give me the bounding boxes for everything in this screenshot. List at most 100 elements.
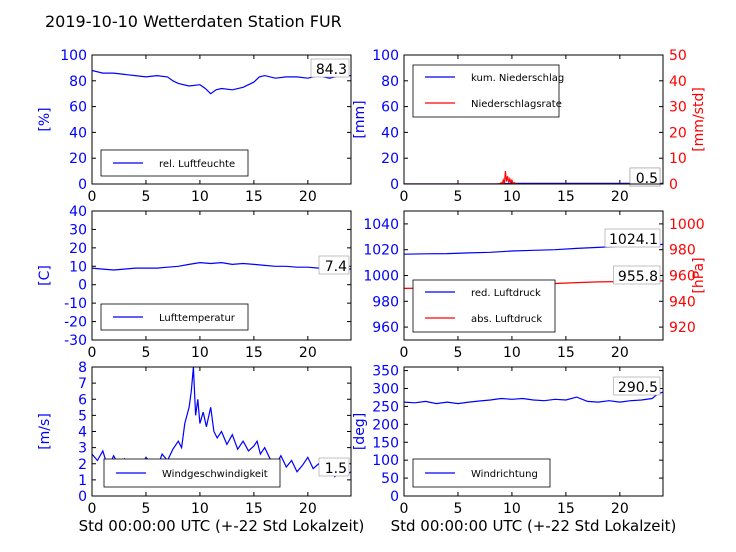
y-tick-label: -10 bbox=[64, 296, 87, 312]
y-tick-label: 10 bbox=[69, 259, 87, 275]
y-tick-label: 1020 bbox=[363, 243, 399, 259]
y-tick-label: 100 bbox=[372, 453, 399, 469]
x-tick-label: 5 bbox=[141, 501, 150, 517]
y-axis-label: [C] bbox=[37, 265, 53, 286]
current-value-label: 1.5 bbox=[325, 461, 347, 477]
legend-box bbox=[412, 279, 556, 333]
y-tick-label: 1040 bbox=[363, 217, 399, 233]
y-tick-label-right: 920 bbox=[669, 320, 696, 336]
y-tick-label: 50 bbox=[381, 471, 399, 487]
legend-label: red. Luftdruck bbox=[471, 288, 541, 299]
series-line-precipitation-1 bbox=[404, 171, 663, 184]
x-tick-label: 0 bbox=[400, 501, 409, 517]
x-tick-label: 10 bbox=[191, 501, 209, 517]
y-tick-label-right: 1000 bbox=[669, 217, 705, 233]
x-tick-label: 5 bbox=[453, 189, 462, 205]
value-box bbox=[613, 265, 661, 285]
y-tick-label: 30 bbox=[69, 222, 87, 238]
y-tick-label: 20 bbox=[69, 241, 87, 257]
y-tick-label: 980 bbox=[372, 294, 399, 310]
y-tick-label: 250 bbox=[372, 399, 399, 415]
y-tick-label: 40 bbox=[69, 204, 87, 220]
x-tick-label: 20 bbox=[611, 501, 629, 517]
y-tick-label: 60 bbox=[381, 100, 399, 116]
y-tick-label: 0 bbox=[78, 489, 87, 505]
x-tick-label: 15 bbox=[245, 189, 263, 205]
legend-label: Niederschlagsrate bbox=[471, 99, 562, 110]
x-tick-label: 10 bbox=[191, 189, 209, 205]
x-tick-label: 5 bbox=[141, 189, 150, 205]
plot-frame-precipitation bbox=[403, 54, 664, 185]
value-box bbox=[604, 228, 661, 248]
y-tick-label: 2 bbox=[78, 457, 87, 473]
current-value-label: 955.8 bbox=[618, 269, 658, 285]
plot-frame-pressure bbox=[403, 210, 664, 341]
value-box bbox=[318, 457, 350, 477]
y-axis-label: [deg] bbox=[352, 413, 368, 450]
legend-label: Windrichtung bbox=[471, 469, 538, 480]
value-box bbox=[310, 58, 350, 78]
x-tick-label: 15 bbox=[557, 501, 575, 517]
current-value-label: 1024.1 bbox=[609, 232, 658, 248]
legend-box bbox=[412, 64, 560, 118]
x-tick-label: 10 bbox=[191, 345, 209, 361]
x-tick-label: 15 bbox=[245, 345, 263, 361]
y-tick-label: -30 bbox=[64, 333, 87, 349]
x-tick-label: 0 bbox=[400, 345, 409, 361]
series-line-winddir-0 bbox=[404, 391, 663, 405]
y-tick-label: 1 bbox=[78, 473, 87, 489]
x-axis-label: Std 00:00:00 UTC (+-22 Std Lokalzeit) bbox=[79, 517, 365, 535]
x-tick-label: 20 bbox=[611, 345, 629, 361]
x-tick-label: 10 bbox=[503, 501, 521, 517]
y-tick-label: 40 bbox=[69, 125, 87, 141]
legend-label: Lufttemperatur bbox=[159, 313, 236, 324]
y-tick-label-right: 30 bbox=[669, 100, 687, 116]
legend-label: Windgeschwindigkeit bbox=[162, 469, 268, 480]
y-tick-label: 100 bbox=[60, 48, 87, 64]
x-tick-label: 20 bbox=[299, 189, 317, 205]
series-line-humidity-0 bbox=[92, 69, 351, 95]
value-box bbox=[613, 376, 661, 396]
x-tick-label: 20 bbox=[299, 501, 317, 517]
x-tick-label: 15 bbox=[557, 345, 575, 361]
y-tick-label: 8 bbox=[78, 360, 87, 376]
y-tick-label-right: 40 bbox=[669, 74, 687, 90]
y-tick-label-right: 50 bbox=[669, 48, 687, 64]
x-tick-label: 15 bbox=[557, 189, 575, 205]
y-tick-label: 200 bbox=[372, 417, 399, 433]
y-axis-label-right: [hPa] bbox=[691, 257, 707, 293]
y-tick-label: 5 bbox=[78, 408, 87, 424]
current-value-label: 7.4 bbox=[325, 259, 347, 275]
x-axis-label: Std 00:00:00 UTC (+-22 Std Lokalzeit) bbox=[391, 517, 677, 535]
x-tick-label: 0 bbox=[88, 189, 97, 205]
y-tick-label: 300 bbox=[372, 382, 399, 398]
y-tick-label-right: 960 bbox=[669, 269, 696, 285]
plot-frame-windspeed bbox=[91, 366, 352, 497]
y-tick-label: 6 bbox=[78, 392, 87, 408]
subplot-temperature: 0 5 10 15 20 -30 -20 -10 0 10 20 30 40 [C] 7.4 Lufttemp… bbox=[37, 204, 352, 361]
y-tick-label: 80 bbox=[69, 74, 87, 90]
subplot-humidity: 0 5 10 15 20 0 20 40 60 80 100 [%] 84.3 rel. Luftfeuc… bbox=[37, 48, 352, 205]
series-line-temperature-0 bbox=[92, 261, 351, 271]
legend-label: kum. Niederschlag bbox=[471, 73, 564, 84]
current-value-label: 84.3 bbox=[316, 62, 347, 78]
y-tick-label: 100 bbox=[372, 48, 399, 64]
y-tick-label-right: 20 bbox=[669, 125, 687, 141]
legend-label: abs. Luftdruck bbox=[471, 314, 542, 325]
y-tick-label: 20 bbox=[381, 151, 399, 167]
y-axis-label: [mm] bbox=[352, 100, 368, 138]
y-tick-label: 3 bbox=[78, 441, 87, 457]
y-tick-label: 960 bbox=[372, 320, 399, 336]
y-axis-label: [%] bbox=[37, 107, 53, 131]
x-tick-label: 10 bbox=[503, 345, 521, 361]
y-tick-label-right: 0 bbox=[669, 177, 678, 193]
y-tick-label: 0 bbox=[78, 177, 87, 193]
value-box bbox=[318, 255, 350, 275]
chart-title: 2019-10-10 Wetterdaten Station FUR bbox=[45, 12, 342, 31]
x-tick-label: 0 bbox=[88, 501, 97, 517]
x-tick-label: 10 bbox=[503, 189, 521, 205]
y-tick-label: 150 bbox=[372, 435, 399, 451]
